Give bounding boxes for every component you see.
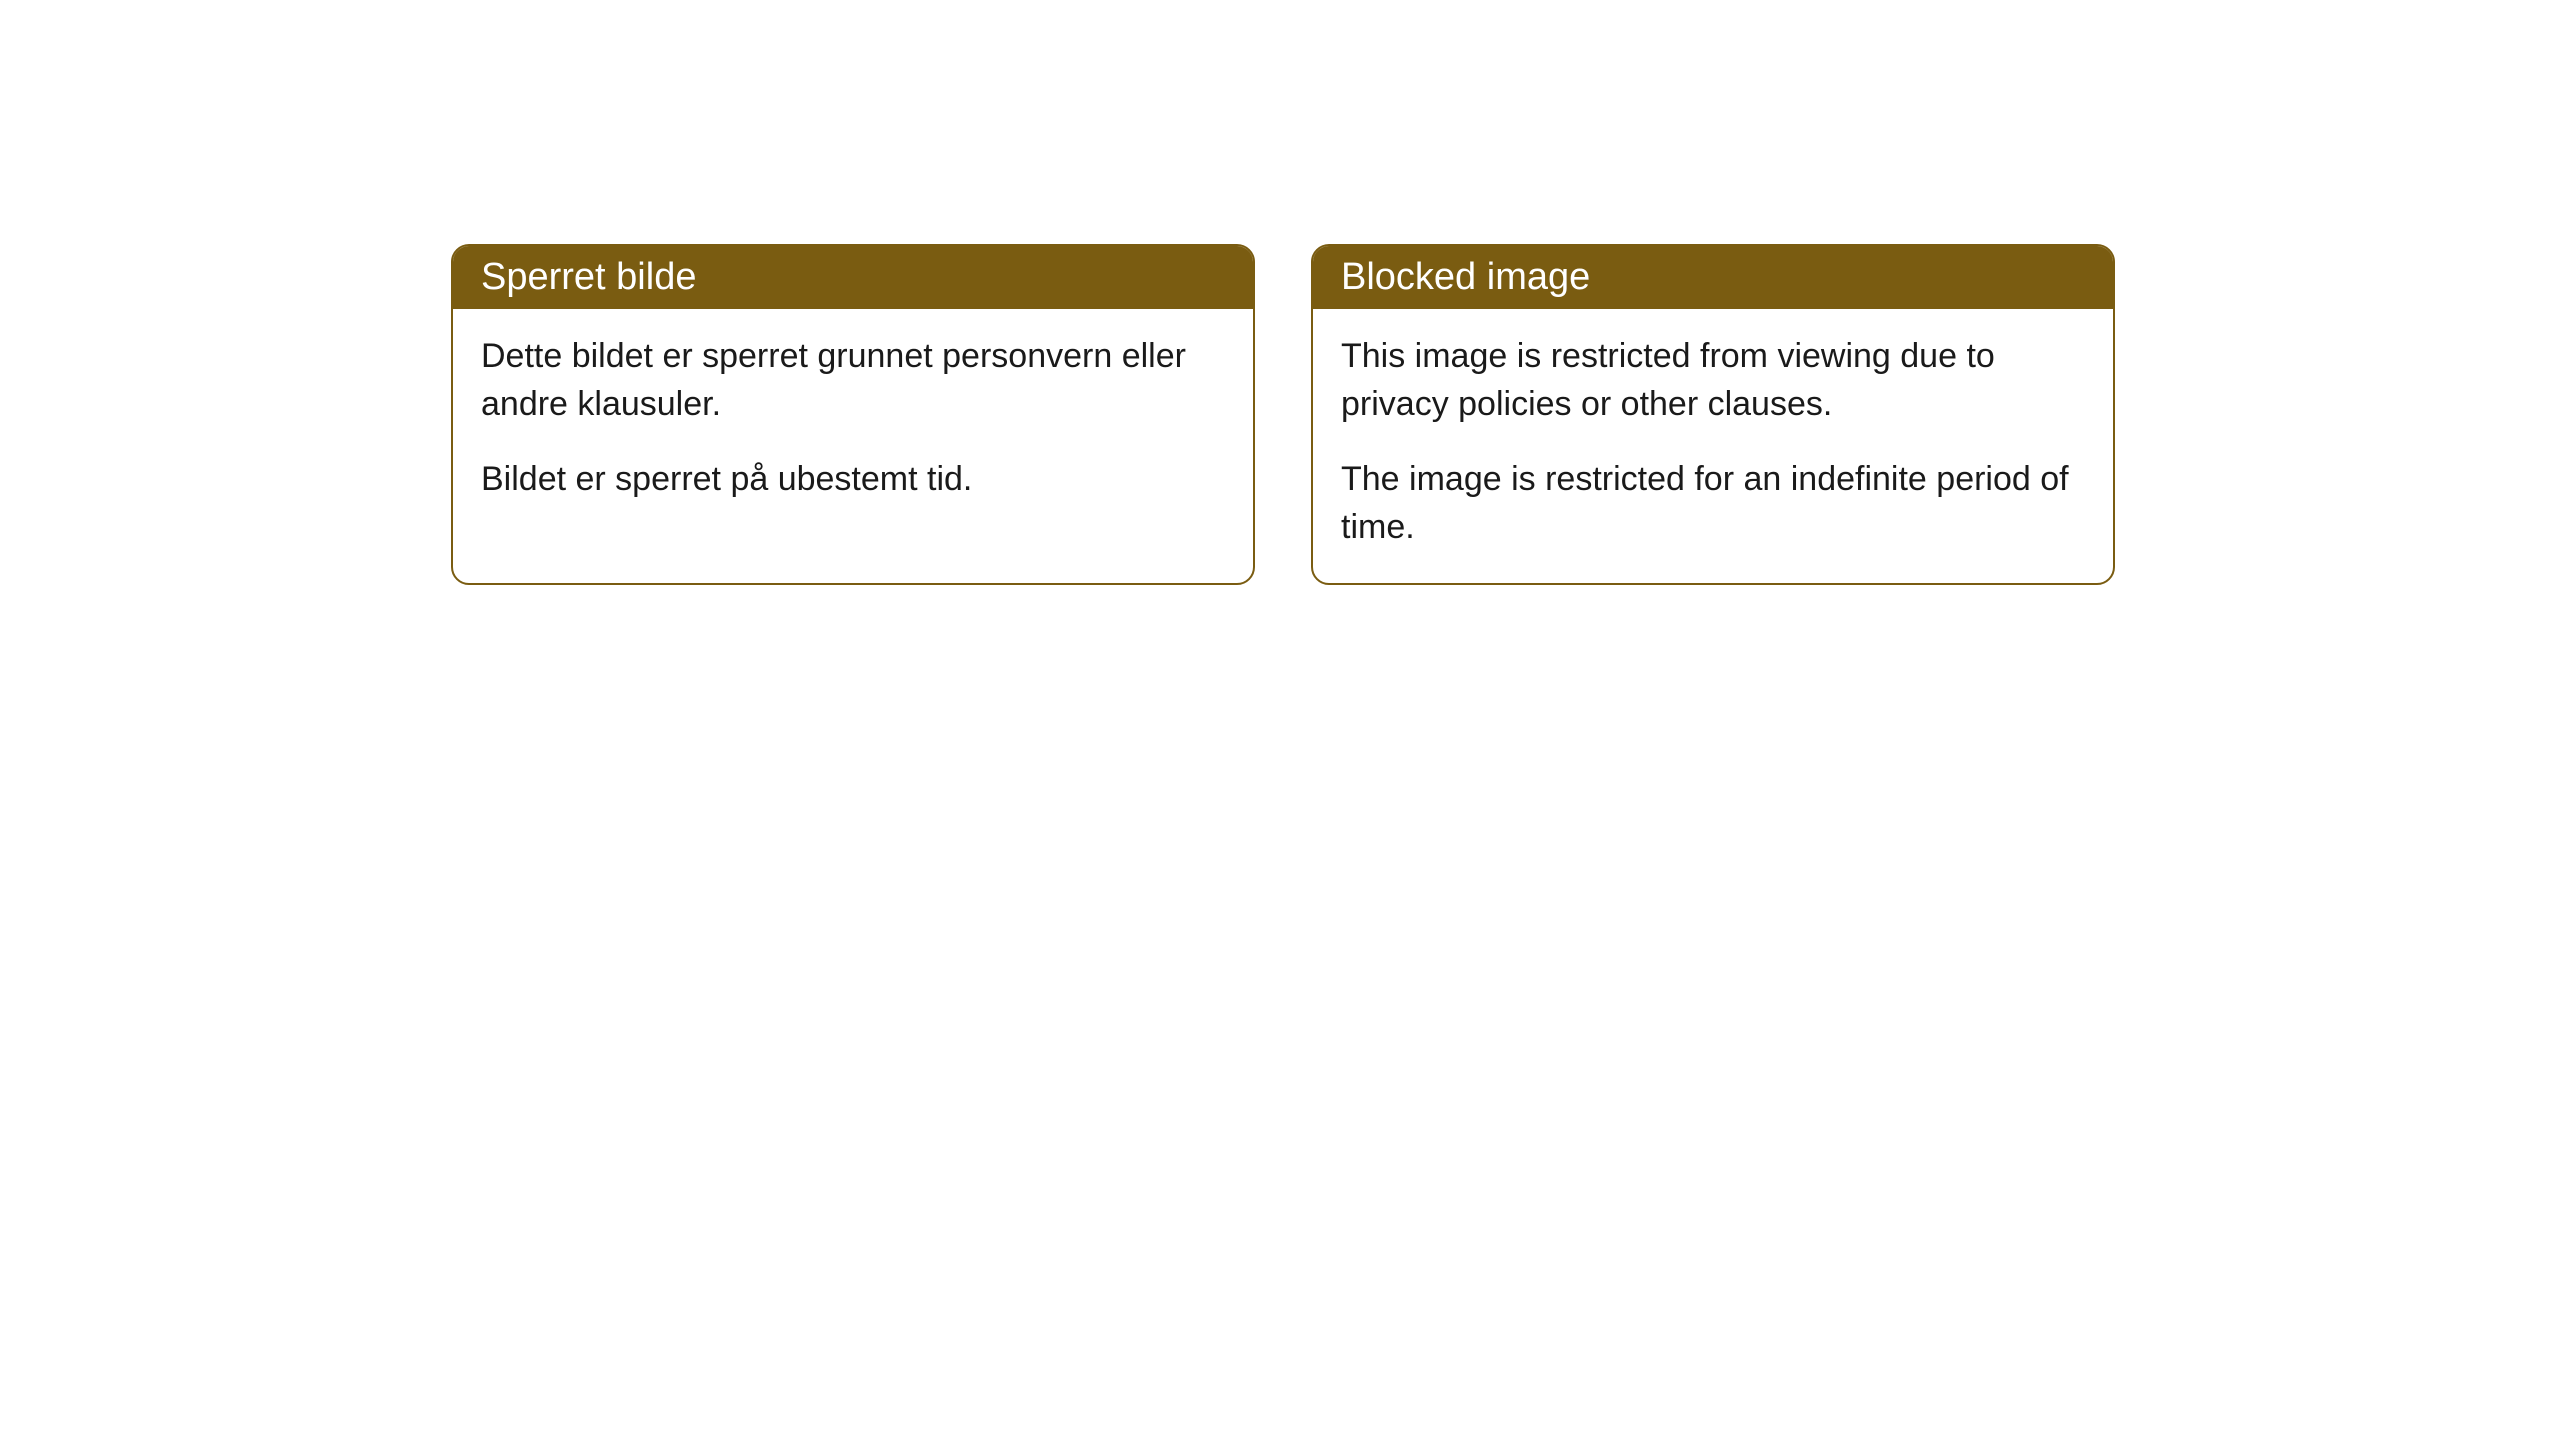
card-paragraph: The image is restricted for an indefinit… [1341, 456, 2085, 551]
card-header: Sperret bilde [453, 246, 1253, 309]
blocked-image-card-norwegian: Sperret bilde Dette bildet er sperret gr… [451, 244, 1255, 585]
card-body: This image is restricted from viewing du… [1313, 309, 2113, 583]
card-body: Dette bildet er sperret grunnet personve… [453, 309, 1253, 536]
card-paragraph: Dette bildet er sperret grunnet personve… [481, 333, 1225, 428]
card-header: Blocked image [1313, 246, 2113, 309]
card-paragraph: This image is restricted from viewing du… [1341, 333, 2085, 428]
card-title: Blocked image [1341, 256, 1590, 298]
notice-cards-container: Sperret bilde Dette bildet er sperret gr… [451, 244, 2115, 585]
card-paragraph: Bildet er sperret på ubestemt tid. [481, 456, 1225, 504]
blocked-image-card-english: Blocked image This image is restricted f… [1311, 244, 2115, 585]
card-title: Sperret bilde [481, 256, 696, 298]
